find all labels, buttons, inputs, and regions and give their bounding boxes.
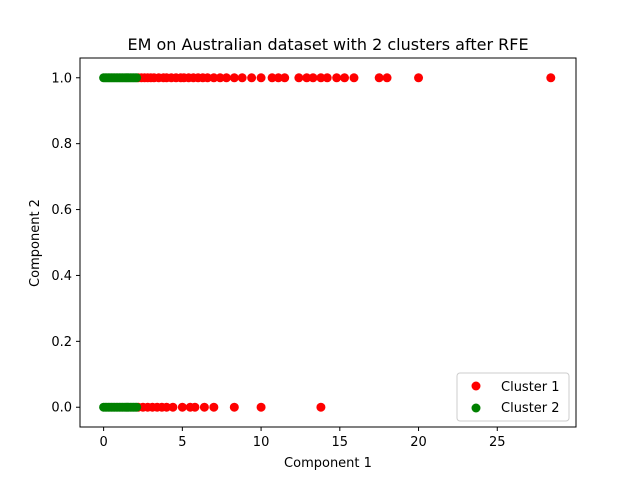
legend-box bbox=[456, 372, 570, 422]
data-point bbox=[132, 73, 142, 83]
data-point bbox=[209, 402, 219, 412]
data-point bbox=[374, 73, 384, 83]
data-point bbox=[256, 73, 266, 83]
x-tick-label: 0 bbox=[99, 435, 107, 450]
data-point bbox=[132, 402, 142, 412]
x-tick-label: 5 bbox=[178, 435, 186, 450]
data-point bbox=[316, 73, 326, 83]
x-tick-label: 20 bbox=[410, 435, 427, 450]
data-point bbox=[256, 402, 266, 412]
x-tick-label: 15 bbox=[332, 435, 349, 450]
data-point bbox=[382, 73, 392, 83]
data-point bbox=[209, 73, 219, 83]
y-tick-label: 0.4 bbox=[51, 269, 72, 284]
legend-marker-cluster-1 bbox=[471, 381, 481, 391]
legend-label-cluster-1: Cluster 1 bbox=[501, 380, 560, 395]
data-point bbox=[221, 73, 231, 83]
data-point bbox=[203, 73, 213, 83]
data-point bbox=[267, 73, 277, 83]
data-point bbox=[215, 73, 225, 83]
data-point bbox=[340, 73, 350, 83]
y-axis-label: Component 2 bbox=[28, 199, 43, 287]
legend: Cluster 1 Cluster 2 bbox=[456, 372, 570, 422]
data-point bbox=[302, 73, 312, 83]
data-point bbox=[322, 73, 332, 83]
data-point bbox=[349, 73, 359, 83]
data-point bbox=[168, 402, 178, 412]
data-point bbox=[280, 73, 290, 83]
series-cluster-1 bbox=[133, 73, 556, 412]
y-tick-label: 1.0 bbox=[51, 71, 72, 86]
x-tick-label: 10 bbox=[253, 435, 270, 450]
data-point bbox=[273, 73, 283, 83]
data-point bbox=[199, 402, 209, 412]
data-point bbox=[162, 402, 172, 412]
data-point bbox=[308, 73, 318, 83]
x-axis: 0 5 10 15 20 25 bbox=[99, 427, 506, 450]
series-cluster-2 bbox=[99, 73, 142, 412]
y-tick-label: 0.8 bbox=[51, 137, 72, 152]
data-point bbox=[190, 402, 200, 412]
y-axis: 0.0 0.2 0.4 0.6 0.8 1.0 bbox=[51, 71, 80, 416]
x-axis-label: Component 1 bbox=[284, 456, 372, 471]
data-point bbox=[414, 73, 424, 83]
data-point bbox=[229, 402, 239, 412]
data-point bbox=[546, 73, 556, 83]
plot-area bbox=[79, 57, 577, 428]
data-points bbox=[99, 73, 556, 412]
y-tick-label: 0.6 bbox=[51, 203, 72, 218]
legend-label-cluster-2: Cluster 2 bbox=[501, 401, 560, 416]
data-point bbox=[229, 73, 239, 83]
data-point bbox=[237, 73, 247, 83]
data-point bbox=[247, 73, 257, 83]
x-tick-label: 25 bbox=[489, 435, 506, 450]
y-tick-label: 0.2 bbox=[51, 335, 72, 350]
data-point bbox=[294, 73, 304, 83]
legend-marker-cluster-2 bbox=[471, 403, 481, 413]
data-point bbox=[332, 73, 342, 83]
data-point bbox=[316, 402, 326, 412]
y-tick-label: 0.0 bbox=[51, 401, 72, 416]
data-point bbox=[177, 402, 187, 412]
chart-title: EM on Australian dataset with 2 clusters… bbox=[127, 35, 528, 54]
